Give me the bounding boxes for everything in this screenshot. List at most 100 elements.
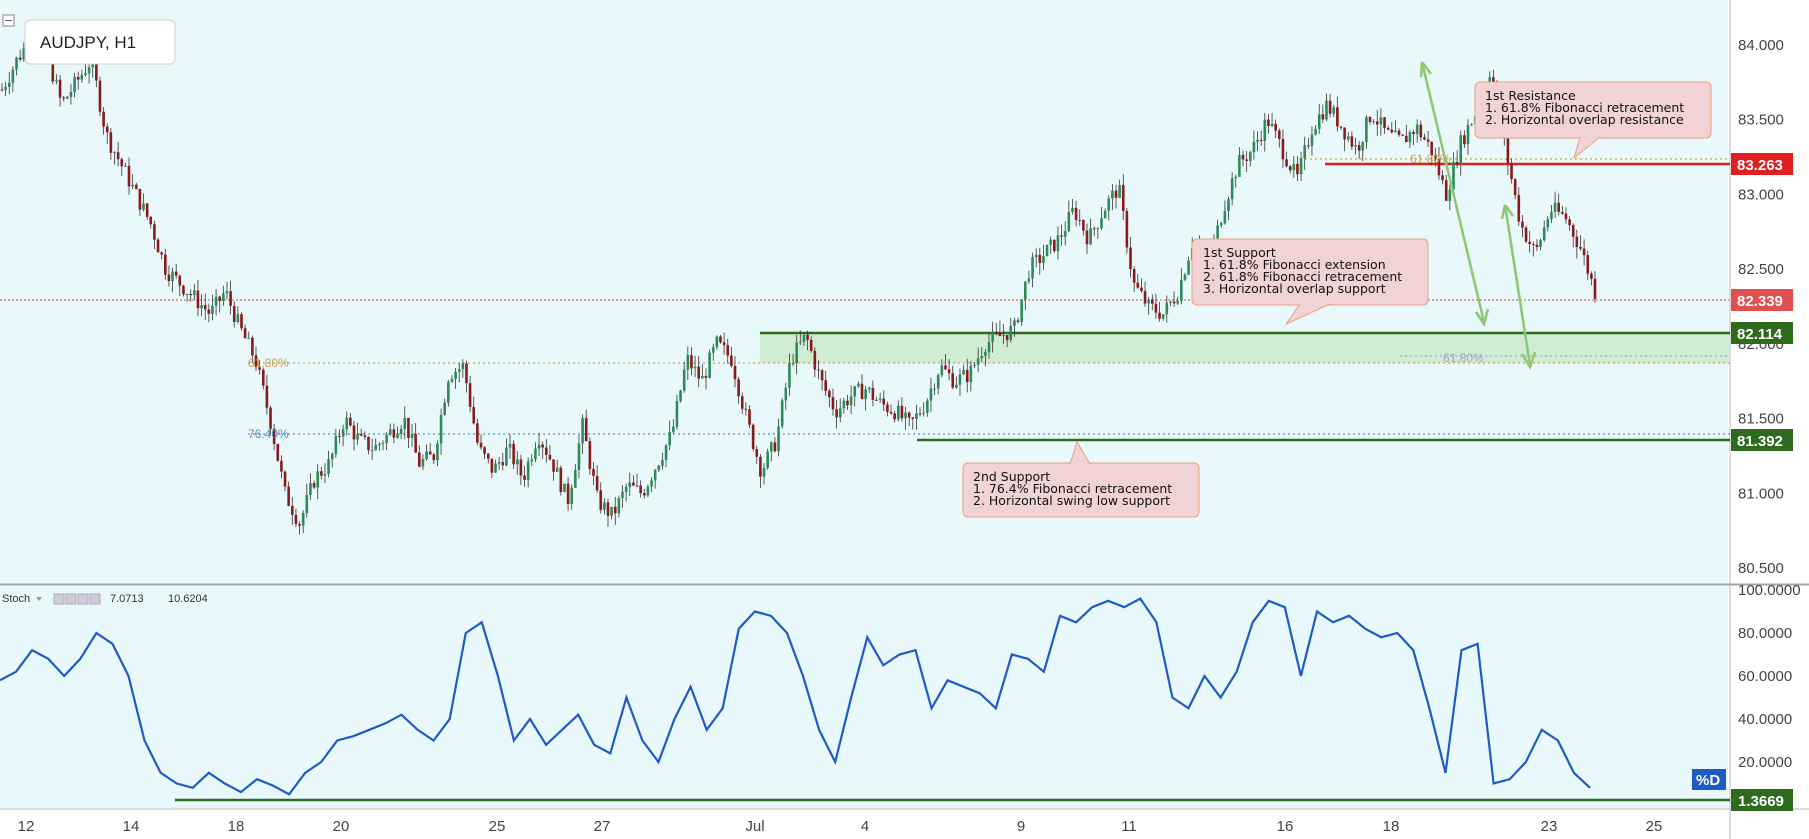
ann-res-line-1: 1. 61.8% Fibonacci retracement — [1485, 100, 1684, 115]
main-pane-bg — [0, 0, 1728, 583]
candle-body — [900, 405, 904, 419]
candle-body — [1375, 121, 1379, 125]
candle-body — [4, 86, 7, 90]
candle-body — [407, 417, 410, 438]
candle-body — [530, 459, 534, 462]
symbol-label: AUDJPY, H1 — [40, 33, 136, 52]
candle-body — [759, 456, 762, 477]
candle-body — [298, 523, 301, 526]
candle-body — [820, 370, 824, 381]
candle-body — [1016, 320, 1020, 322]
candle-body — [124, 165, 127, 167]
candle-body — [679, 390, 682, 402]
time-tick-6: Jul — [745, 818, 764, 835]
candle-body — [1241, 154, 1245, 160]
candle-body — [349, 417, 352, 426]
candle-body — [1248, 152, 1252, 161]
candle-body — [280, 460, 283, 472]
fib-label-61-ext: 61.80% — [1443, 351, 1484, 365]
candle-body — [1216, 225, 1219, 242]
candle-body — [976, 358, 980, 365]
candle-body — [200, 305, 203, 309]
candle-body — [682, 369, 686, 391]
candle-body — [784, 387, 788, 401]
annotation-resistance[interactable]: 1st Resistance 1. 61.8% Fibonacci retrac… — [1474, 81, 1712, 160]
candle-body — [1288, 166, 1292, 171]
candle-body — [686, 355, 690, 370]
candle-body — [428, 451, 432, 455]
stoch-close-icon[interactable] — [89, 593, 101, 605]
candle-body — [766, 451, 769, 468]
candle-body — [552, 459, 555, 472]
candle-body — [1223, 211, 1227, 224]
candle-body — [962, 369, 965, 375]
candle-body — [672, 426, 675, 432]
candle-body — [7, 82, 11, 87]
candle-body — [51, 56, 55, 82]
candle-body — [1459, 135, 1463, 165]
stoch-dropdown-icon[interactable] — [36, 597, 42, 601]
arrow-up-1 — [1419, 61, 1432, 78]
candle-body — [1339, 126, 1343, 128]
candle-body — [1103, 210, 1107, 219]
candle-body — [1408, 132, 1412, 143]
time-axis[interactable]: 12 14 18 20 25 27 Jul 4 9 11 16 18 23 25 — [18, 818, 1663, 835]
candle-body — [457, 369, 461, 372]
candle-body — [203, 305, 207, 310]
candle-body — [66, 96, 69, 99]
annotation-support-1[interactable]: 1st Support 1. 61.8% Fibonacci extension… — [1191, 238, 1429, 326]
candle-body — [421, 459, 425, 467]
candle-body — [922, 412, 925, 414]
price-tag-last: 82.339 — [1731, 289, 1793, 311]
stoch-settings-icon[interactable] — [53, 593, 65, 605]
candle-body — [1390, 129, 1394, 133]
candle-body — [973, 364, 976, 366]
stoch-add-icon[interactable] — [77, 593, 89, 605]
candle-body — [182, 285, 185, 295]
candle-body — [969, 365, 973, 383]
price-tag-resistance-text: 83.263 — [1737, 157, 1783, 174]
symbol-badge[interactable]: AUDJPY, H1 — [24, 19, 176, 65]
candle-body — [1325, 100, 1328, 120]
fib-label-61-top: 61.80% — [1410, 152, 1451, 166]
candle-body — [1394, 130, 1397, 133]
candle-body — [780, 400, 784, 427]
candle-body — [305, 495, 309, 514]
stoch-eye-icon[interactable] — [65, 593, 77, 605]
candle-body — [269, 407, 272, 429]
candle-body — [370, 450, 374, 452]
candle-body — [744, 408, 748, 410]
annotation-support-2[interactable]: 2nd Support 1. 76.4% Fibonacci retraceme… — [962, 440, 1200, 518]
candle-body — [1038, 254, 1042, 263]
candle-body — [127, 165, 131, 187]
candle-body — [515, 459, 519, 465]
stoch-pane-bg — [0, 586, 1728, 808]
candle-body — [1463, 135, 1466, 145]
candle-body — [795, 342, 798, 363]
candle-body — [1328, 100, 1332, 114]
price-tag-support-1: 82.114 — [1731, 322, 1793, 344]
candle-body — [559, 467, 563, 493]
stoch-axis[interactable]: 100.0000 80.0000 60.0000 40.0000 20.0000 — [1738, 582, 1801, 771]
candle-body — [258, 367, 261, 370]
candle-body — [584, 418, 588, 442]
candle-body — [809, 339, 813, 351]
candle-body — [62, 97, 65, 99]
stoch-header[interactable]: Stoch 7.0713 10.6204 — [2, 593, 208, 605]
candle-body — [1082, 220, 1085, 231]
time-tick-12: 23 — [1541, 818, 1558, 835]
arrow-down-2-head — [1520, 351, 1537, 370]
candle-body — [918, 413, 922, 415]
price-tick-3: 82.500 — [1738, 261, 1784, 278]
candle-body — [755, 449, 759, 457]
candle-body — [508, 443, 512, 448]
price-tick-0: 84.000 — [1738, 37, 1784, 54]
candle-body — [95, 58, 98, 81]
candle-body — [1111, 190, 1114, 199]
stoch-title: Stoch — [2, 593, 30, 605]
candle-body — [1550, 211, 1553, 220]
candle-body — [1278, 130, 1281, 139]
candle-body — [294, 514, 298, 524]
candle-body — [857, 383, 860, 387]
